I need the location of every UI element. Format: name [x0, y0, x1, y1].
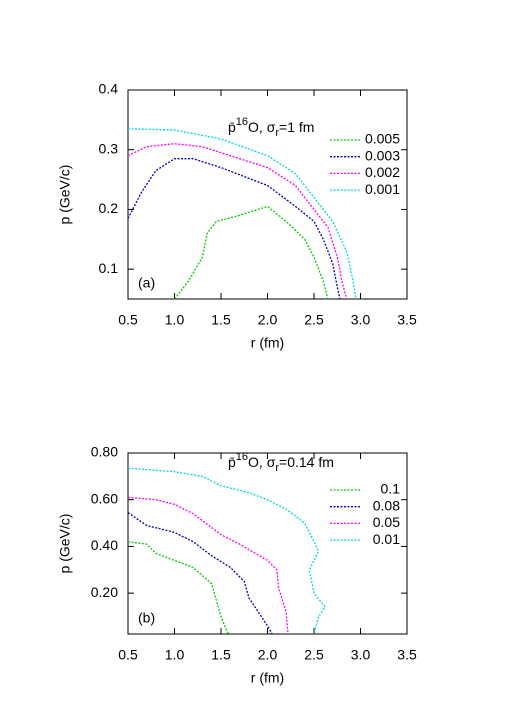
- legend-title-sub: r: [275, 127, 279, 139]
- x-tick-label: 0.5: [118, 312, 138, 328]
- legend-title: p̄16O, σr=1 fm: [228, 116, 314, 139]
- x-axis-label: r (fm): [251, 670, 284, 686]
- y-tick-label: 0.4: [99, 81, 119, 97]
- y-tick-label: 0.2: [99, 200, 119, 216]
- x-tick-label: 1.0: [165, 647, 185, 663]
- y-tick-label: 0.20: [91, 584, 118, 600]
- series-line: [127, 158, 341, 300]
- y-axis-label: p (GeV/c): [57, 165, 73, 225]
- plot-frame: [127, 452, 408, 635]
- legend-title-part: O, σ: [248, 454, 276, 470]
- panel-label: (a): [138, 275, 155, 291]
- legend-title-part: O, σ: [248, 119, 276, 135]
- x-axis-label: r (fm): [251, 335, 284, 351]
- series-line: [127, 143, 348, 300]
- x-tick-label: 2.5: [304, 647, 324, 663]
- legend-label: 0.005: [365, 131, 400, 147]
- legend-label: 0.01: [373, 531, 400, 547]
- legend-title-part: p̄: [228, 454, 236, 470]
- y-axis-label: p (GeV/c): [57, 514, 73, 574]
- legend-label: 0.08: [373, 497, 400, 513]
- series-line: [127, 467, 327, 635]
- x-tick-label: 3.0: [351, 312, 371, 328]
- x-tick-label: 2.0: [258, 312, 278, 328]
- legend-title-part: =1 fm: [279, 119, 314, 135]
- legend-label: 0.003: [365, 147, 400, 163]
- panel-label: (b): [138, 610, 155, 626]
- series-line: [127, 496, 289, 635]
- y-tick-label: 0.40: [91, 537, 118, 553]
- series-line: [173, 205, 329, 300]
- legend-title-sup: 16: [236, 116, 248, 128]
- x-tick-label: 2.5: [304, 312, 324, 328]
- series-line: [127, 541, 229, 635]
- y-tick-label: 0.1: [99, 260, 119, 276]
- legend-title: p̄16O, σr=0.14 fm: [228, 451, 334, 474]
- series-line: [127, 128, 357, 300]
- x-tick-label: 1.0: [165, 312, 185, 328]
- legend-title-sub: r: [275, 462, 279, 474]
- legend-label: 0.002: [365, 164, 400, 180]
- x-tick-label: 2.0: [258, 647, 278, 663]
- x-tick-label: 3.0: [351, 647, 371, 663]
- legend-label: 0.001: [365, 181, 400, 197]
- y-tick-label: 0.60: [91, 490, 118, 506]
- legend-label: 0.1: [381, 481, 401, 497]
- legend-title-part: =0.14 fm: [279, 454, 334, 470]
- legend-title-part: p̄: [228, 119, 236, 135]
- legend-label: 0.05: [373, 514, 400, 530]
- x-tick-label: 1.5: [211, 312, 231, 328]
- x-tick-label: 3.5: [397, 312, 417, 328]
- y-tick-label: 0.3: [99, 140, 119, 156]
- x-tick-label: 1.5: [211, 647, 231, 663]
- legend-title-sup: 16: [236, 451, 248, 463]
- x-tick-label: 3.5: [397, 647, 417, 663]
- series-line: [127, 512, 273, 635]
- y-tick-label: 0.80: [91, 444, 118, 460]
- x-tick-label: 0.5: [118, 647, 138, 663]
